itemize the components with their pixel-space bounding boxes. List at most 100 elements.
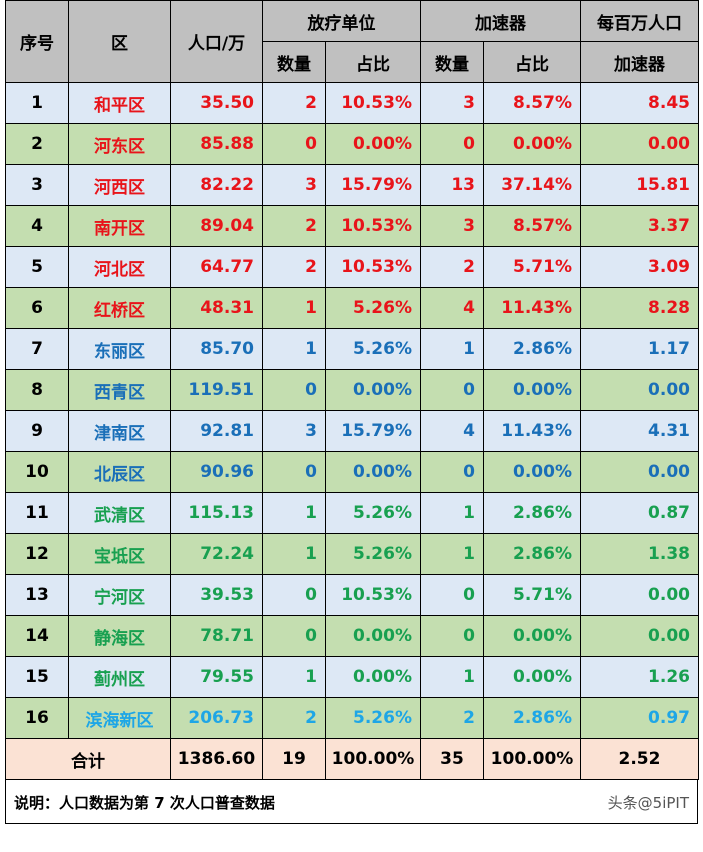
row-population: 35.50 bbox=[170, 82, 263, 124]
note-bar: 说明：人口数据为第 7 次人口普查数据 头条@5iPIT bbox=[5, 780, 698, 824]
row-acc-share: 11.43% bbox=[483, 287, 581, 329]
row-rt-count: 2 bbox=[262, 205, 326, 247]
total-rt-share: 100.00% bbox=[325, 738, 421, 780]
row-acc-share: 8.57% bbox=[483, 82, 581, 124]
row-acc-share: 8.57% bbox=[483, 205, 581, 247]
row-per-million: 15.81 bbox=[580, 164, 699, 206]
total-per-million: 2.52 bbox=[580, 738, 699, 780]
row-rt-count: 1 bbox=[262, 287, 326, 329]
row-acc-share: 11.43% bbox=[483, 410, 581, 452]
row-acc-share: 5.71% bbox=[483, 246, 581, 288]
row-acc-share: 2.86% bbox=[483, 533, 581, 575]
header-per-million-bottom: 加速器 bbox=[580, 41, 699, 83]
row-per-million: 1.38 bbox=[580, 533, 699, 575]
total-row: 合计 1386.60 19 100.00% 35 100.00% 2.52 bbox=[5, 738, 699, 780]
row-acc-count: 13 bbox=[420, 164, 484, 206]
row-index: 8 bbox=[5, 369, 69, 411]
table-row: 3 河西区 82.22 3 15.79% 13 37.14% 15.81 bbox=[5, 164, 699, 206]
row-index: 10 bbox=[5, 451, 69, 493]
row-population: 115.13 bbox=[170, 492, 263, 534]
header-rt-share: 占比 bbox=[325, 41, 421, 83]
table-row: 9 津南区 92.81 3 15.79% 4 11.43% 4.31 bbox=[5, 410, 699, 452]
row-population: 72.24 bbox=[170, 533, 263, 575]
row-per-million: 3.37 bbox=[580, 205, 699, 247]
row-per-million: 0.97 bbox=[580, 697, 699, 739]
row-acc-count: 1 bbox=[420, 533, 484, 575]
row-per-million: 4.31 bbox=[580, 410, 699, 452]
total-rt-count: 19 bbox=[262, 738, 326, 780]
row-per-million: 0.00 bbox=[580, 369, 699, 411]
row-acc-count: 2 bbox=[420, 697, 484, 739]
table-row: 2 河东区 85.88 0 0.00% 0 0.00% 0.00 bbox=[5, 123, 699, 165]
total-acc-count: 35 bbox=[420, 738, 484, 780]
row-rt-share: 10.53% bbox=[325, 574, 421, 616]
table-row: 14 静海区 78.71 0 0.00% 0 0.00% 0.00 bbox=[5, 615, 699, 657]
row-population: 78.71 bbox=[170, 615, 263, 657]
row-acc-count: 4 bbox=[420, 287, 484, 329]
row-acc-share: 2.86% bbox=[483, 492, 581, 534]
row-rt-share: 15.79% bbox=[325, 410, 421, 452]
row-acc-share: 0.00% bbox=[483, 656, 581, 698]
row-district: 蓟州区 bbox=[68, 656, 171, 698]
row-population: 39.53 bbox=[170, 574, 263, 616]
row-rt-count: 0 bbox=[262, 123, 326, 165]
row-acc-share: 2.86% bbox=[483, 697, 581, 739]
row-population: 64.77 bbox=[170, 246, 263, 288]
row-district: 津南区 bbox=[68, 410, 171, 452]
row-population: 119.51 bbox=[170, 369, 263, 411]
row-district: 河东区 bbox=[68, 123, 171, 165]
row-rt-share: 5.26% bbox=[325, 287, 421, 329]
row-index: 11 bbox=[5, 492, 69, 534]
table-row: 16 滨海新区 206.73 2 5.26% 2 2.86% 0.97 bbox=[5, 697, 699, 739]
row-rt-share: 5.26% bbox=[325, 533, 421, 575]
header-row-1: 序号 区 人口/万 放疗单位 加速器 每百万人口 bbox=[5, 0, 699, 83]
row-district: 武清区 bbox=[68, 492, 171, 534]
row-rt-share: 10.53% bbox=[325, 205, 421, 247]
header-accelerators: 加速器 bbox=[420, 0, 581, 42]
row-acc-share: 0.00% bbox=[483, 451, 581, 493]
row-acc-count: 3 bbox=[420, 205, 484, 247]
row-per-million: 0.00 bbox=[580, 123, 699, 165]
row-acc-count: 0 bbox=[420, 615, 484, 657]
row-population: 48.31 bbox=[170, 287, 263, 329]
row-acc-count: 1 bbox=[420, 656, 484, 698]
row-population: 92.81 bbox=[170, 410, 263, 452]
row-rt-count: 2 bbox=[262, 82, 326, 124]
row-population: 85.70 bbox=[170, 328, 263, 370]
row-district: 北辰区 bbox=[68, 451, 171, 493]
row-rt-share: 0.00% bbox=[325, 656, 421, 698]
row-per-million: 1.17 bbox=[580, 328, 699, 370]
row-index: 13 bbox=[5, 574, 69, 616]
row-index: 1 bbox=[5, 82, 69, 124]
row-rt-count: 1 bbox=[262, 328, 326, 370]
header-radiotherapy-units: 放疗单位 bbox=[262, 0, 421, 42]
header-acc-share: 占比 bbox=[483, 41, 581, 83]
table-row: 1 和平区 35.50 2 10.53% 3 8.57% 8.45 bbox=[5, 82, 699, 124]
row-per-million: 3.09 bbox=[580, 246, 699, 288]
row-population: 206.73 bbox=[170, 697, 263, 739]
row-acc-share: 37.14% bbox=[483, 164, 581, 206]
row-index: 2 bbox=[5, 123, 69, 165]
row-index: 12 bbox=[5, 533, 69, 575]
header-index: 序号 bbox=[5, 0, 69, 83]
row-acc-count: 4 bbox=[420, 410, 484, 452]
row-per-million: 0.87 bbox=[580, 492, 699, 534]
table-row: 6 红桥区 48.31 1 5.26% 4 11.43% 8.28 bbox=[5, 287, 699, 329]
row-per-million: 1.26 bbox=[580, 656, 699, 698]
table-row: 5 河北区 64.77 2 10.53% 2 5.71% 3.09 bbox=[5, 246, 699, 288]
row-acc-count: 0 bbox=[420, 123, 484, 165]
table-row: 4 南开区 89.04 2 10.53% 3 8.57% 3.37 bbox=[5, 205, 699, 247]
row-index: 3 bbox=[5, 164, 69, 206]
radiotherapy-table: 序号 区 人口/万 放疗单位 加速器 每百万人口 数量 占比 数量 占比 加速器… bbox=[5, 0, 699, 780]
row-district: 静海区 bbox=[68, 615, 171, 657]
row-rt-count: 0 bbox=[262, 451, 326, 493]
row-acc-count: 1 bbox=[420, 492, 484, 534]
table-row: 12 宝坻区 72.24 1 5.26% 1 2.86% 1.38 bbox=[5, 533, 699, 575]
row-rt-count: 0 bbox=[262, 615, 326, 657]
row-index: 5 bbox=[5, 246, 69, 288]
header-rt-count: 数量 bbox=[262, 41, 326, 83]
row-district: 和平区 bbox=[68, 82, 171, 124]
row-district: 宁河区 bbox=[68, 574, 171, 616]
row-index: 15 bbox=[5, 656, 69, 698]
row-rt-share: 5.26% bbox=[325, 492, 421, 534]
